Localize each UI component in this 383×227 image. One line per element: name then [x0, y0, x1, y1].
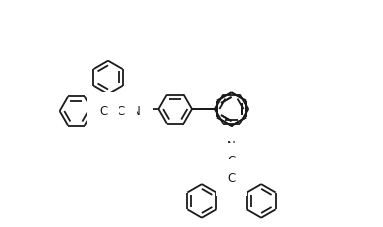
Text: N: N — [132, 105, 141, 118]
Text: C: C — [228, 171, 236, 184]
Text: C: C — [117, 105, 125, 118]
Text: C: C — [99, 105, 107, 118]
Text: N: N — [227, 139, 236, 152]
Text: C: C — [228, 155, 236, 168]
